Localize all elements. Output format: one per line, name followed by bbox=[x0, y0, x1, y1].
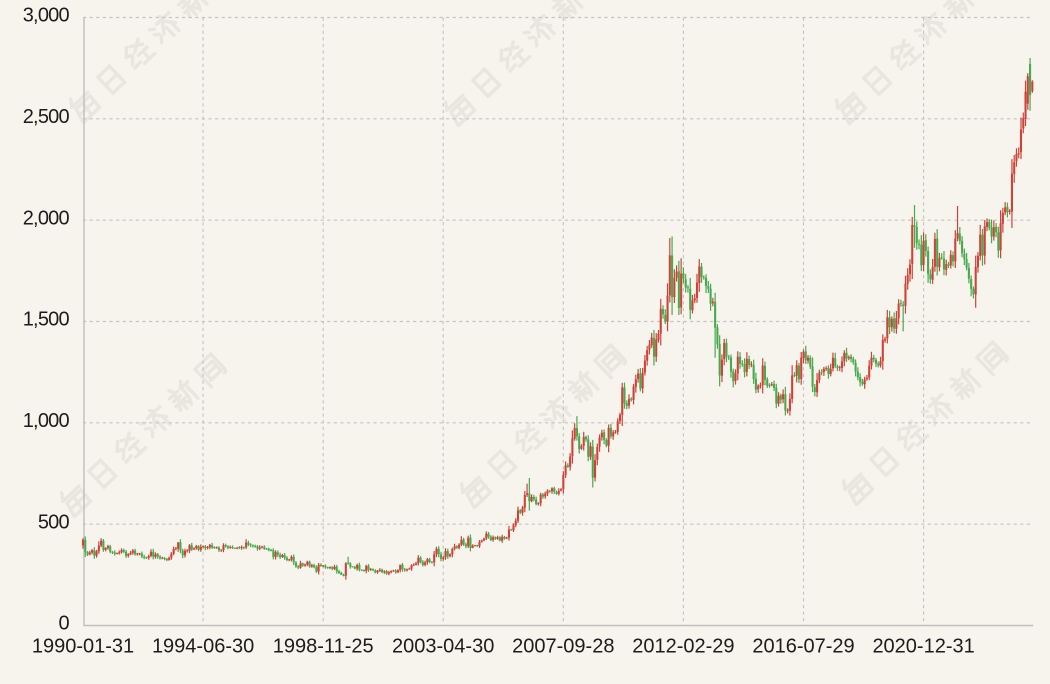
svg-text:2012-02-29: 2012-02-29 bbox=[632, 636, 734, 658]
svg-text:2,000: 2,000 bbox=[23, 207, 70, 229]
svg-text:1994-06-30: 1994-06-30 bbox=[152, 636, 254, 658]
svg-text:0: 0 bbox=[58, 613, 69, 635]
svg-text:1998-11-25: 1998-11-25 bbox=[273, 636, 374, 658]
svg-text:2003-04-30: 2003-04-30 bbox=[392, 636, 494, 658]
svg-text:1,000: 1,000 bbox=[23, 410, 70, 432]
svg-text:500: 500 bbox=[38, 511, 70, 533]
svg-text:2016-07-29: 2016-07-29 bbox=[752, 636, 854, 658]
svg-text:2,500: 2,500 bbox=[23, 106, 70, 128]
svg-text:2020-12-31: 2020-12-31 bbox=[872, 636, 974, 658]
svg-text:1,500: 1,500 bbox=[23, 309, 70, 331]
svg-text:3,000: 3,000 bbox=[23, 5, 70, 27]
svg-text:2007-09-28: 2007-09-28 bbox=[512, 636, 614, 658]
svg-text:1990-01-31: 1990-01-31 bbox=[32, 636, 134, 658]
